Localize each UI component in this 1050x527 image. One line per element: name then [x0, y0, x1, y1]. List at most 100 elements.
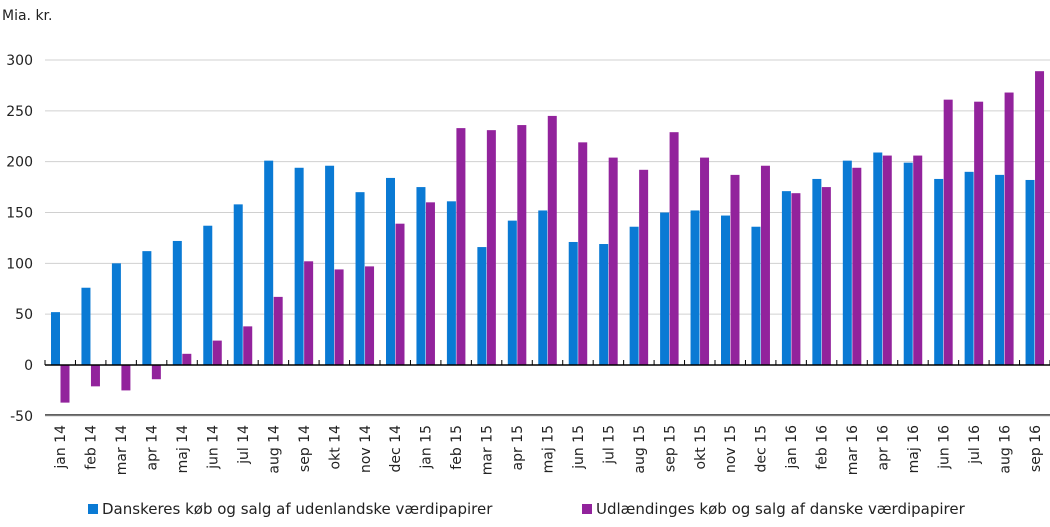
bar-danskeres: [721, 215, 730, 365]
legend-swatch: [88, 504, 98, 514]
x-tick-label: aug 14: [266, 425, 282, 474]
bar-udlaendinges: [1035, 71, 1045, 365]
x-tick-label: mar 14: [114, 425, 130, 475]
x-tick-label: jul 15: [601, 425, 617, 465]
x-tick-label: dec 15: [754, 425, 770, 472]
bar-udlaendinges: [486, 130, 496, 365]
bar-udlaendinges: [212, 340, 222, 365]
x-tick-label: jun 15: [571, 425, 587, 470]
bar-danskeres: [751, 226, 761, 365]
x-tick-label: jan 16: [784, 425, 800, 470]
bar-udlaendinges: [304, 261, 314, 365]
bar-danskeres: [690, 210, 700, 365]
x-tick-label: jul 14: [236, 425, 252, 465]
bar-udlaendinges: [517, 125, 527, 365]
bar-danskeres: [1025, 179, 1035, 365]
bar-udlaendinges: [273, 296, 283, 365]
bar-danskeres: [568, 241, 578, 365]
x-tick-label: aug 16: [997, 425, 1013, 474]
bar-danskeres: [538, 210, 548, 365]
x-tick-label: nov 14: [358, 425, 374, 473]
bar-udlaendinges: [547, 115, 557, 366]
y-tick-label: 250: [6, 104, 33, 120]
x-tick-label: jun 16: [936, 425, 952, 470]
x-tick-label: apr 15: [510, 425, 526, 471]
bar-udlaendinges: [639, 169, 649, 365]
bar-udlaendinges: [121, 365, 131, 391]
legend-swatch: [582, 504, 592, 514]
bar-udlaendinges: [60, 365, 70, 403]
x-tick-label: maj 16: [906, 425, 922, 473]
bar-udlaendinges: [395, 223, 405, 365]
bar-udlaendinges: [913, 155, 923, 365]
bar-danskeres: [233, 204, 243, 365]
bar-danskeres: [51, 312, 60, 365]
y-tick-label: 100: [6, 256, 33, 272]
bar-udlaendinges: [578, 142, 588, 365]
bar-udlaendinges: [151, 365, 161, 380]
bar-danskeres: [995, 174, 1005, 365]
bar-danskeres: [781, 191, 791, 365]
bar-udlaendinges: [365, 266, 375, 365]
bar-udlaendinges: [852, 167, 862, 365]
x-tick-label: sep 16: [1028, 425, 1044, 472]
bar-danskeres: [142, 251, 152, 365]
bar-udlaendinges: [730, 174, 740, 365]
legend-item-series-1: Danskeres køb og salg af udenlandske vær…: [88, 500, 492, 518]
x-tick-label: apr 16: [876, 425, 892, 471]
bar-danskeres: [477, 247, 487, 365]
bar-udlaendinges: [90, 365, 100, 387]
x-tick-label: jun 14: [206, 425, 222, 470]
bar-danskeres: [416, 187, 426, 365]
bar-danskeres: [172, 240, 182, 365]
y-axis-unit-label: Mia. kr.: [2, 8, 53, 24]
legend-item-series-2: Udlændinges køb og salg af danske værdip…: [582, 500, 965, 518]
bar-udlaendinges: [760, 165, 770, 365]
bar-danskeres: [111, 263, 121, 365]
x-tick-label: okt 15: [693, 425, 709, 469]
legend-label: Danskeres køb og salg af udenlandske vær…: [102, 500, 493, 518]
bar-udlaendinges: [425, 202, 435, 365]
bar-udlaendinges: [700, 157, 710, 365]
bar-danskeres: [599, 244, 609, 365]
x-tick-label: mar 15: [480, 425, 496, 475]
bar-danskeres: [842, 160, 852, 365]
bar-udlaendinges: [182, 353, 192, 365]
bar-danskeres: [507, 220, 517, 365]
bar-danskeres: [355, 192, 365, 365]
x-tick-label: maj 14: [175, 425, 191, 473]
x-tick-label: feb 15: [449, 425, 465, 470]
y-tick-label: 50: [15, 307, 33, 323]
bar-udlaendinges: [669, 132, 679, 365]
bar-udlaendinges: [608, 157, 618, 365]
bar-danskeres: [903, 162, 913, 365]
bar-udlaendinges: [334, 269, 344, 365]
bar-danskeres: [264, 160, 274, 365]
x-tick-label: feb 14: [84, 425, 100, 470]
x-tick-label: aug 15: [632, 425, 648, 474]
bar-danskeres: [294, 167, 304, 365]
bar-danskeres: [629, 226, 639, 365]
y-tick-label: -50: [10, 409, 33, 425]
x-tick-label: dec 14: [388, 425, 404, 473]
x-tick-label: sep 14: [297, 425, 313, 472]
bar-danskeres: [812, 178, 822, 365]
x-tick-label: feb 16: [815, 425, 831, 470]
bar-danskeres: [964, 171, 974, 365]
bar-danskeres: [81, 287, 91, 365]
bar-danskeres: [660, 212, 670, 365]
bar-danskeres: [325, 165, 335, 365]
bar-danskeres: [873, 152, 883, 365]
x-tick-label: nov 15: [723, 425, 739, 473]
y-tick-label: 200: [6, 155, 33, 171]
bar-danskeres: [203, 225, 213, 365]
bar-udlaendinges: [1004, 92, 1014, 366]
bar-chart: -50 0 50 100 150 200 250 300 jan 14 feb 14 mar 14 a…: [6, 53, 1050, 475]
bar-udlaendinges: [821, 187, 831, 365]
y-tick-label: 300: [6, 53, 33, 69]
bar-danskeres: [934, 178, 944, 365]
bar-udlaendinges: [243, 326, 253, 365]
x-tick-label: okt 14: [327, 425, 343, 470]
x-tick-label: jul 16: [967, 425, 983, 465]
